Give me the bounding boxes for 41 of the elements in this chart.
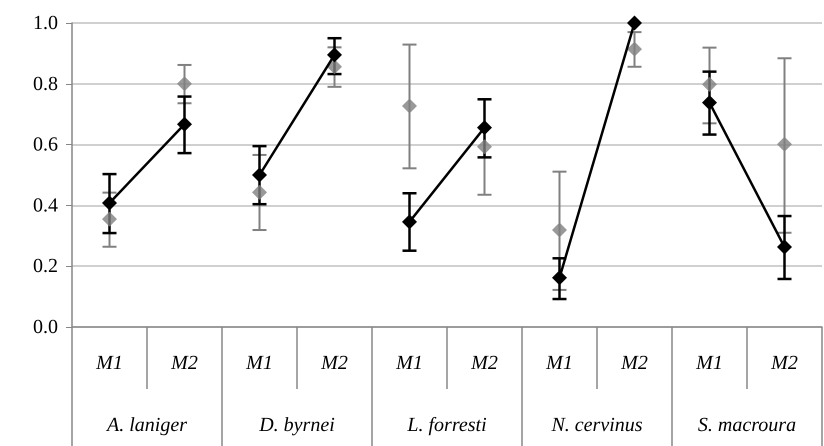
point — [177, 116, 192, 132]
x-tick-label: M1 — [695, 352, 723, 374]
point — [552, 270, 567, 286]
point — [702, 95, 717, 110]
point — [252, 184, 267, 200]
point — [177, 76, 192, 92]
text: A. laniger — [105, 414, 188, 436]
y-tick-label: 0.8 — [33, 72, 58, 95]
x-tick-label: M1 — [545, 352, 573, 374]
point — [627, 42, 642, 57]
point — [102, 195, 117, 210]
point — [252, 168, 267, 182]
y-tick-label: 0.2 — [33, 255, 58, 278]
point — [627, 16, 642, 30]
text: D. byrnei — [258, 414, 335, 436]
x-tick-label: M1 — [395, 352, 423, 374]
point — [777, 136, 792, 152]
y-tick-label: 0.6 — [33, 134, 58, 156]
point — [552, 222, 567, 238]
y-tick-label: 1.0 — [33, 12, 58, 34]
point — [327, 59, 342, 74]
y-tick-label: 0.0 — [33, 316, 58, 338]
y-tick-label: 0.4 — [33, 194, 58, 216]
point — [702, 76, 717, 92]
text: S. macroura — [698, 414, 796, 436]
x-tick-label: M1 — [95, 352, 123, 374]
x-tick-label: M2 — [170, 352, 198, 374]
point — [102, 212, 117, 227]
x-tick-label: M2 — [620, 352, 648, 374]
x-tick-label: M2 — [320, 352, 348, 374]
x-tick-label: M2 — [470, 352, 498, 374]
point — [402, 98, 417, 114]
point — [477, 139, 492, 154]
text: L. forresti — [406, 414, 487, 436]
point — [477, 120, 492, 136]
x-tick-label: M2 — [770, 352, 798, 374]
point — [777, 240, 792, 255]
x-tick-label: M1 — [245, 352, 273, 374]
text: N. cervinus — [550, 414, 643, 436]
point — [327, 47, 342, 62]
point — [402, 214, 417, 230]
